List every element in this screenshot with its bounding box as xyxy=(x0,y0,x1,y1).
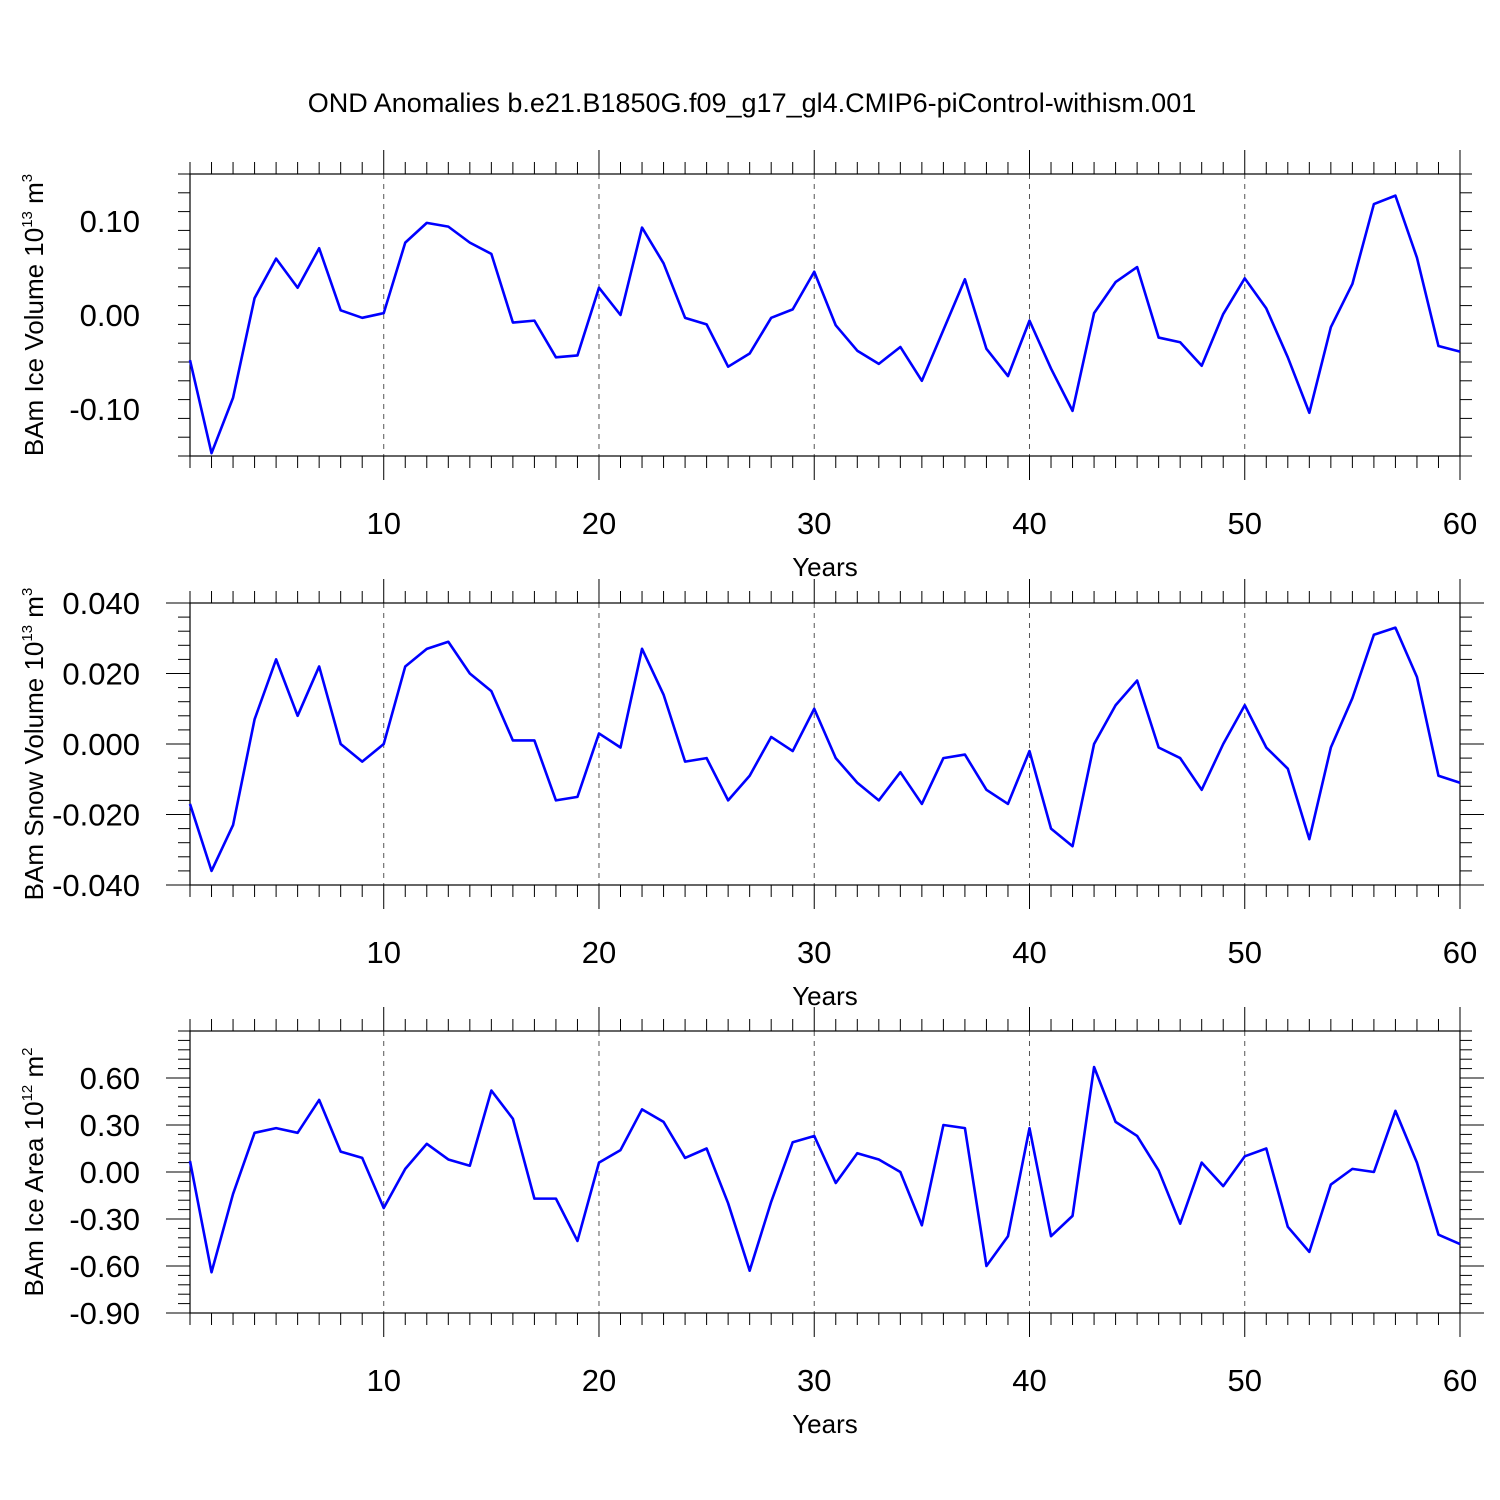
y-tick-label: 0.000 xyxy=(62,727,140,762)
y-tick-label: -0.30 xyxy=(69,1202,140,1237)
y-axis-label: BAm Snow Volume 1013 m3 xyxy=(19,588,49,901)
x-axis-label: Years xyxy=(792,981,858,1011)
y-tick-label: 0.040 xyxy=(62,586,140,621)
y-tick-label: -0.90 xyxy=(69,1296,140,1331)
x-axis-label: Years xyxy=(792,552,858,582)
x-tick-label: 60 xyxy=(1443,1363,1477,1398)
series-line xyxy=(188,1065,1461,1274)
y-tick-label: 0.30 xyxy=(80,1108,140,1143)
y-tick-label: 0.00 xyxy=(80,1155,140,1190)
panel-2: 10 20 30 40 50 60 -0.040 -0.020 0.000 0.020 0.040 Y… xyxy=(19,579,1484,1011)
y-tick-label: -0.10 xyxy=(69,392,140,427)
x-tick-label: 50 xyxy=(1228,935,1262,970)
x-tick-label: 30 xyxy=(797,506,831,541)
y-axis-label: BAm Ice Area 1012 m2 xyxy=(19,1047,49,1296)
y-tick-label: 0.020 xyxy=(62,657,140,692)
y-tick-label: -0.60 xyxy=(69,1249,140,1284)
x-tick-label: 10 xyxy=(366,1363,400,1398)
plot-frame xyxy=(189,173,1461,457)
series-line xyxy=(188,194,1461,455)
x-tick-label: 40 xyxy=(1012,506,1046,541)
x-tick-label: 40 xyxy=(1012,1363,1046,1398)
x-tick-label: 60 xyxy=(1443,506,1477,541)
plot-frame xyxy=(189,602,1461,886)
x-tick-label: 20 xyxy=(582,506,616,541)
x-tick-label: 20 xyxy=(582,935,616,970)
x-tick-label: 10 xyxy=(366,935,400,970)
panel-3: 10 20 30 40 50 60 -0.90 -0.60 -0.30 0.00 0.30 0.60 Y… xyxy=(19,1007,1484,1439)
x-tick-label: 30 xyxy=(797,935,831,970)
panel-1: 10 20 30 40 50 60 -0.10 0.00 0.10 Years BAm Ice Vo… xyxy=(19,150,1477,582)
figure-title: OND Anomalies b.e21.B1850G.f09_g17_gl4.C… xyxy=(308,88,1196,118)
x-tick-label: 50 xyxy=(1228,1363,1262,1398)
y-tick-label: 0.60 xyxy=(80,1061,140,1096)
x-tick-label: 10 xyxy=(366,506,400,541)
x-axis-label: Years xyxy=(792,1409,858,1439)
x-tick-label: 30 xyxy=(797,1363,831,1398)
y-axis-label: BAm Ice Volume 1013 m3 xyxy=(19,174,49,456)
y-tick-label: 0.00 xyxy=(80,298,140,333)
plot-frame xyxy=(189,1030,1461,1314)
y-tick-label: -0.040 xyxy=(52,868,140,903)
x-tick-label: 60 xyxy=(1443,935,1477,970)
x-tick-label: 40 xyxy=(1012,935,1046,970)
x-tick-label: 20 xyxy=(582,1363,616,1398)
series-line xyxy=(188,626,1461,873)
y-tick-label: 0.10 xyxy=(80,204,140,239)
x-tick-label: 50 xyxy=(1228,506,1262,541)
y-tick-label: -0.020 xyxy=(52,798,140,833)
